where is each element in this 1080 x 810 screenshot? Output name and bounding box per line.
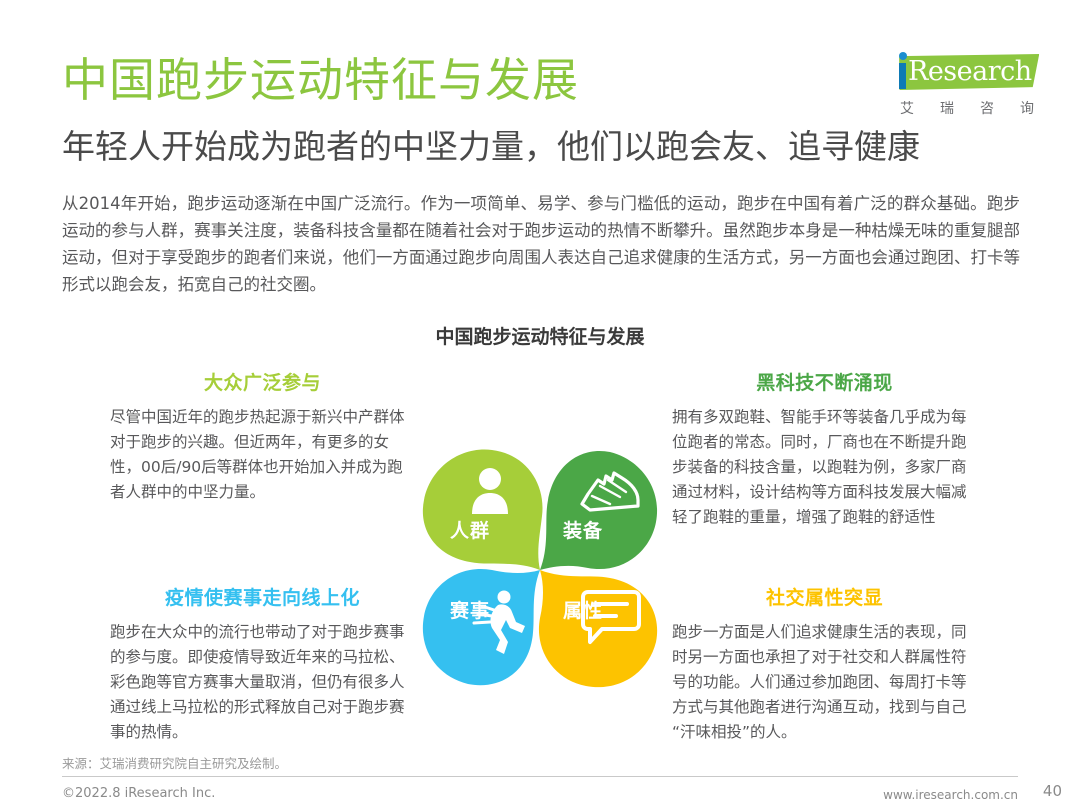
pinwheel-svg bbox=[422, 449, 658, 688]
page-subtitle: 年轻人开始成为跑者的中坚力量，他们以跑会友、追寻健康 bbox=[62, 127, 920, 166]
quadrant-body: 跑步在大众中的流行也带动了对于跑步赛事的参与度。即使疫情导致近年来的马拉松、彩色… bbox=[110, 623, 405, 741]
footer-divider bbox=[62, 776, 1018, 777]
iresearch-logo: Research 艾 瑞 咨 询 bbox=[878, 52, 1038, 124]
petal-label-gear: 装备 bbox=[563, 520, 604, 542]
logo-i-stem bbox=[899, 63, 906, 89]
runner-icon bbox=[472, 590, 525, 654]
diagram-title: 中国跑步运动特征与发展 bbox=[435, 326, 645, 348]
logo-cn-char-1: 艾 bbox=[900, 101, 914, 117]
slide-header: 中国跑步运动特征与发展 年轻人开始成为跑者的中坚力量，他们以跑会友、追寻健康 R… bbox=[0, 0, 1080, 180]
quadrant-heading: 社交属性突显 bbox=[765, 587, 883, 609]
petal-label-event: 赛事 bbox=[450, 600, 491, 622]
petal-label-people: 人群 bbox=[450, 520, 491, 542]
quadrant-social-attribute: 社交属性突显 跑步一方面是人们追求健康生活的表现，同时另一方面也承担了对于社交和… bbox=[672, 583, 977, 745]
quadrant-heading: 疫情使赛事走向线上化 bbox=[164, 587, 360, 609]
petal-attr-shape[interactable] bbox=[538, 570, 658, 688]
pinwheel-diagram: 人群 装备 赛事 属性 bbox=[418, 442, 662, 690]
logo-mark: Research bbox=[878, 52, 1038, 96]
website-url: www.iresearch.com.cn bbox=[883, 788, 1018, 802]
quadrant-pandemic-online: 疫情使赛事走向线上化 跑步在大众中的流行也带动了对于跑步赛事的参与度。即使疫情导… bbox=[110, 583, 415, 745]
source-note: 来源：艾瑞消费研究院自主研究及绘制。 bbox=[62, 756, 288, 771]
quadrant-body: 跑步一方面是人们追求健康生活的表现，同时另一方面也承担了对于社交和人群属性符号的… bbox=[672, 623, 967, 741]
quadrant-heading: 大众广泛参与 bbox=[203, 372, 321, 394]
quadrant-body: 拥有多双跑鞋、智能手环等装备几乎成为每位跑者的常态。同时，厂商也在不断提升跑步装… bbox=[672, 408, 967, 526]
logo-cn-char-4: 询 bbox=[1020, 101, 1034, 117]
quadrant-heading: 黑科技不断涌现 bbox=[756, 372, 893, 394]
logo-cn-char-3: 咨 bbox=[980, 101, 994, 117]
copyright-text: ©2022.8 iResearch Inc. bbox=[62, 786, 216, 801]
intro-paragraph: 从2014年开始，跑步运动逐渐在中国广泛流行。作为一项简单、易学、参与门槛低的运… bbox=[62, 194, 1020, 294]
logo-wordmark: Research bbox=[908, 56, 1032, 87]
speech-bubble-icon bbox=[581, 590, 641, 644]
petal-label-attr: 属性 bbox=[563, 600, 604, 622]
quadrant-body: 尽管中国近年的跑步热起源于新兴中产群体对于跑步的兴趣。但近两年，有更多的女性，0… bbox=[110, 408, 405, 501]
quadrant-black-tech: 黑科技不断涌现 拥有多双跑鞋、智能手环等装备几乎成为每位跑者的常态。同时，厂商也… bbox=[672, 368, 977, 530]
logo-i-dot-icon bbox=[899, 52, 907, 60]
petal-event-shape[interactable] bbox=[422, 568, 540, 686]
running-shoe-icon bbox=[580, 471, 640, 512]
quadrant-mass-participation: 大众广泛参与 尽管中国近年的跑步热起源于新兴中产群体对于跑步的兴趣。但近两年，有… bbox=[110, 368, 415, 505]
person-icon bbox=[472, 468, 508, 514]
page-title: 中国跑步运动特征与发展 bbox=[62, 53, 579, 107]
logo-cn-char-2: 瑞 bbox=[940, 101, 954, 117]
page-number: 40 bbox=[1042, 782, 1062, 800]
logo-chinese-name: 艾 瑞 咨 询 bbox=[900, 98, 1034, 118]
